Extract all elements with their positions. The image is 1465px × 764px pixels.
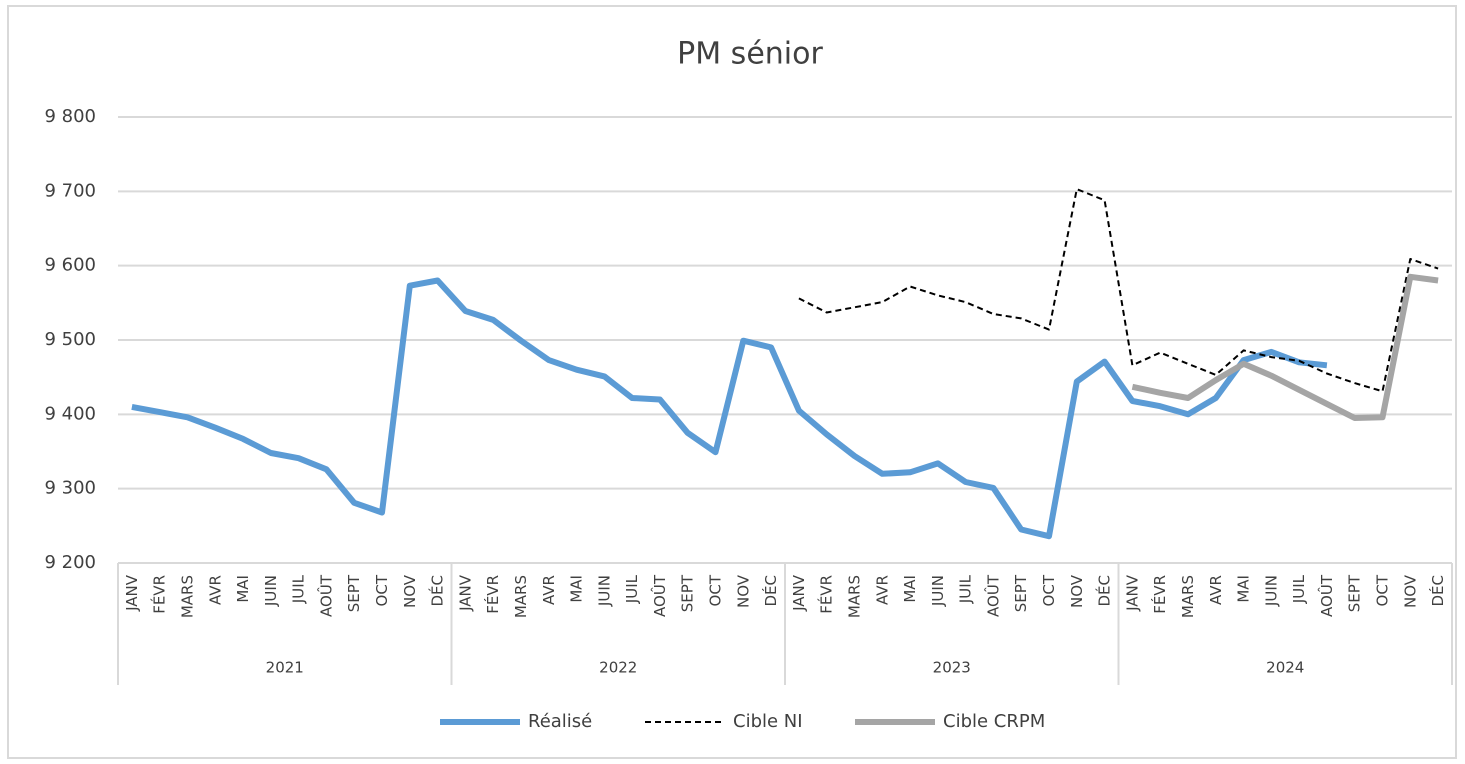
- legend-label: Cible NI: [733, 711, 803, 732]
- y-tick-label: 9 600: [44, 255, 96, 276]
- x-tick-label: SEPT: [345, 574, 363, 612]
- x-tick-label: NOV: [401, 574, 419, 608]
- x-tick-label: DÉC: [761, 575, 780, 607]
- x-tick-label: MAI: [234, 575, 252, 603]
- y-tick-label: 9 300: [44, 478, 96, 499]
- x-tick-label: JANV: [456, 574, 474, 612]
- x-tick-label: JANV: [123, 574, 141, 612]
- x-tick-label: FÉVR: [1150, 575, 1169, 614]
- chart-title: PM sénior: [677, 37, 823, 72]
- x-tick-label: JANV: [790, 574, 808, 612]
- series-line: [1131, 273, 1439, 421]
- x-tick-label: MAI: [568, 575, 586, 603]
- x-tick-label: DÉC: [1095, 575, 1114, 607]
- x-tick-label: AOÛT: [983, 574, 1002, 617]
- x-tick-label: NOV: [1068, 574, 1086, 608]
- x-tick-label: MARS: [512, 575, 530, 618]
- group-label: 2021: [266, 659, 304, 677]
- x-tick-label: NOV: [1401, 574, 1419, 608]
- x-tick-label: OCT: [707, 574, 725, 606]
- x-tick-label: JUIL: [957, 574, 975, 604]
- x-tick-label: OCT: [1040, 574, 1058, 606]
- x-tick-label: JUIL: [623, 574, 641, 604]
- x-tick-label: SEPT: [679, 574, 697, 612]
- x-tick-label: NOV: [734, 574, 752, 608]
- x-tick-label: AVR: [206, 575, 224, 605]
- x-tick-label: AVR: [1207, 575, 1225, 605]
- x-tick-label: SEPT: [1346, 574, 1364, 612]
- x-tick-label: AOÛT: [650, 574, 669, 617]
- x-tick-label: OCT: [1374, 574, 1392, 606]
- x-tick-label: JUIN: [595, 575, 613, 607]
- y-tick-label: 9 800: [44, 106, 96, 127]
- x-tick-label: AOÛT: [1317, 574, 1336, 617]
- x-tick-label: JUIN: [1262, 575, 1280, 607]
- y-tick-label: 9 700: [44, 180, 96, 201]
- y-tick-label: 9 400: [44, 403, 96, 424]
- group-label: 2022: [599, 659, 637, 677]
- x-tick-label: OCT: [373, 574, 391, 606]
- x-tick-label: JUIN: [929, 575, 947, 607]
- x-tick-label: JUIL: [1290, 574, 1308, 604]
- group-label: 2024: [1266, 659, 1304, 677]
- x-tick-label: MAI: [1235, 575, 1253, 603]
- x-tick-label: AVR: [873, 575, 891, 605]
- x-tick-label: FÉVR: [817, 575, 836, 614]
- series-line: [798, 188, 1439, 393]
- x-tick-label: MARS: [178, 575, 196, 618]
- x-tick-label: AOÛT: [316, 574, 335, 617]
- x-tick-label: MARS: [1179, 575, 1197, 618]
- x-tick-label: DÉC: [1428, 575, 1447, 607]
- legend-label: Réalisé: [528, 711, 592, 732]
- legend-label: Cible CRPM: [943, 711, 1045, 732]
- x-tick-label: JUIN: [262, 575, 280, 607]
- y-tick-label: 9 500: [44, 329, 96, 350]
- y-tick-label: 9 200: [44, 552, 96, 573]
- x-tick-label: DÉC: [428, 575, 447, 607]
- series-line: [131, 277, 1328, 540]
- x-tick-label: FÉVR: [483, 575, 502, 614]
- x-tick-label: JUIL: [290, 574, 308, 604]
- x-tick-label: AVR: [540, 575, 558, 605]
- x-tick-label: MARS: [845, 575, 863, 618]
- x-tick-label: MAI: [901, 575, 919, 603]
- x-tick-label: JANV: [1123, 574, 1141, 612]
- group-label: 2023: [933, 659, 971, 677]
- x-tick-label: FÉVR: [150, 575, 169, 614]
- x-tick-label: SEPT: [1012, 574, 1030, 612]
